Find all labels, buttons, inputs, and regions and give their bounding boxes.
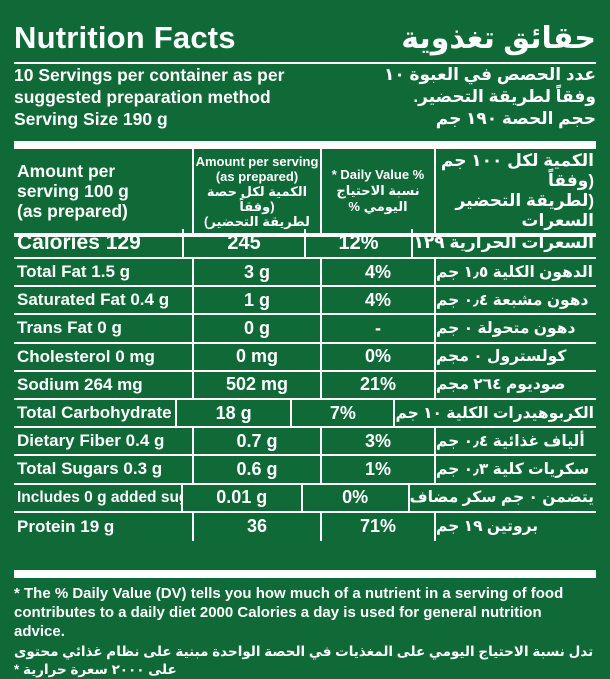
nutrient-en: Total Carbohydrate 10 g: [17, 403, 175, 423]
per-serving-value: 0.6 g: [192, 456, 320, 483]
per-serving-value: 3 g: [192, 259, 320, 286]
nutrient-en: Sodium 264 mg: [17, 374, 143, 394]
footnote: * The % Daily Value (DV) tells you how m…: [14, 570, 596, 679]
footnote-en-line: contributes to a daily diet 2000 Calorie…: [14, 604, 542, 640]
nutrient-en: Total Sugars 0.3 g: [17, 459, 163, 479]
header-text: لطريقة التحضير): [204, 213, 310, 229]
daily-value: 21%: [320, 371, 434, 398]
table-row: Total Carbohydrate 10 g 18 g 7% الكربوهي…: [14, 399, 596, 429]
nutrient-en: Calories 129: [17, 231, 141, 254]
header-text: (as prepared): [215, 168, 299, 184]
nutrient-ar: دهون متحولة ٠ جم: [434, 315, 596, 342]
nutrient-ar: السعرات الحرارية ١٢٩: [411, 229, 596, 257]
header-text: * Daily Value %: [331, 167, 425, 182]
nutrient-ar: ألياف غذائية ٠٫٤ جم: [434, 428, 596, 455]
header-text: الكمية لكل ١٠٠ جم (وفقاً: [440, 151, 594, 190]
table-header: Amount per serving 100 g (as prepared) A…: [14, 141, 596, 237]
table-row: Protein 19 g 36 71% بروتين ١٩ جم: [14, 512, 596, 541]
servings-arabic: عدد الحصص في العبوة ١٠ وفقاً لطريقة التح…: [330, 64, 596, 134]
nutrient-ar: سكريات كلية ٠٫٣ جم: [434, 456, 596, 483]
header-text: (لطريقة التحضير: [455, 191, 595, 210]
header-text: % اليومي: [348, 199, 408, 214]
header-text: serving 100 g: [17, 181, 129, 201]
daily-value: -: [320, 315, 434, 342]
title-row: Nutrition Facts حقائق تغذوية: [14, 16, 596, 60]
daily-value: 4%: [320, 259, 434, 286]
footnote-en-line: * The % Daily Value (DV) tells you how m…: [14, 585, 564, 602]
daily-value: 71%: [320, 512, 434, 541]
nutrient-en: Total Fat 1.5 g: [17, 262, 131, 282]
title-arabic: حقائق تغذوية: [401, 21, 596, 55]
serving-size-en: Serving Size 190 g: [14, 109, 168, 129]
per-serving-value: 1 g: [192, 287, 320, 314]
header-text: Amount per: [17, 161, 116, 181]
nutrient-ar: دهون مشبعة ٠٫٤ جم: [434, 287, 596, 314]
daily-value: 4%: [320, 287, 434, 314]
per-serving-value: 0.7 g: [192, 428, 320, 455]
servings-ar-line: وفقاً لطريقة التحضير.: [413, 87, 596, 106]
table-row: Calories 129 245 12% السعرات الحرارية ١٢…: [14, 229, 596, 259]
table-row: Sodium 264 mg 502 mg 21% صوديوم ٢٦٤ مجم: [14, 371, 596, 400]
per-serving-value: 36: [192, 512, 320, 541]
header-arabic: الكمية لكل ١٠٠ جم (وفقاً (لطريقة التحضير…: [434, 149, 596, 233]
daily-value: 7%: [290, 399, 393, 427]
per-serving-value: 0 g: [192, 315, 320, 342]
nutrient-rows: Calories 129 245 12% السعرات الحرارية ١٢…: [14, 229, 596, 541]
nutrient-en: Cholesterol 0 mg: [17, 346, 155, 366]
header-amount-per-100g: Amount per serving 100 g (as prepared): [14, 149, 192, 233]
table-row: Dietary Fiber 0.4 g 0.7 g 3% ألياف غذائي…: [14, 428, 596, 457]
header-text: نسبة الاحتياج: [336, 183, 420, 198]
per-serving-value: 0 mg: [192, 343, 320, 370]
table-row: Includes 0 g added sugars 0.01 g 0% يتضم…: [14, 484, 596, 513]
serving-size-ar: حجم الحصة ١٩٠ جم: [435, 109, 596, 128]
servings-block: 10 Servings per container as per suggest…: [14, 64, 596, 134]
header-text: السعرات: [521, 211, 594, 230]
daily-value: 0%: [300, 484, 408, 511]
daily-value: 12%: [303, 229, 412, 257]
daily-value: 3%: [320, 428, 434, 455]
daily-value: 0%: [320, 343, 434, 370]
title-divider: [14, 62, 596, 64]
servings-en-line: 10 Servings per container as per: [14, 65, 285, 85]
per-serving-value: 18 g: [174, 399, 291, 427]
nutrient-en: Saturated Fat 0.4 g: [17, 290, 170, 310]
servings-en-line: suggested preparation method: [14, 87, 271, 107]
table-row: Total Fat 1.5 g 3 g 4% الدهون الكلية ١٫٥…: [14, 259, 596, 288]
nutrient-en: Dietary Fiber 0.4 g: [17, 431, 165, 451]
footnote-ar: تدل نسبة الاحتياج اليومي على المغذيات في…: [14, 644, 594, 677]
servings-english: 10 Servings per container as per suggest…: [14, 64, 330, 134]
servings-ar-line: عدد الحصص في العبوة ١٠: [384, 65, 596, 84]
title-english: Nutrition Facts: [14, 20, 236, 55]
header-text: Amount per serving: [195, 153, 319, 169]
header-amount-per-serving: Amount per serving (as prepared) الكمية …: [192, 149, 320, 233]
nutrient-ar: يتضمن ٠ جم سكر مضاف: [407, 484, 596, 511]
table-row: Cholesterol 0 mg 0 mg 0% كولسترول ٠ مجم: [14, 343, 596, 372]
nutrient-ar: بروتين ١٩ جم: [434, 512, 596, 541]
nutrient-en: Protein 19 g: [17, 516, 115, 536]
header-daily-value: * Daily Value % نسبة الاحتياج % اليومي: [320, 149, 434, 233]
nutrient-ar: الدهون الكلية ١٫٥ جم: [434, 259, 596, 286]
header-text: (as prepared): [17, 201, 128, 221]
nutrient-en: Includes 0 g added sugars: [17, 488, 181, 506]
table-row: Trans Fat 0 g 0 g - دهون متحولة ٠ جم: [14, 315, 596, 344]
nutrient-en: Trans Fat 0 g: [17, 318, 122, 338]
daily-value: 1%: [320, 456, 434, 483]
per-serving-value: 502 mg: [192, 371, 320, 398]
header-text: الكمية لكل حصة (وفقاً: [206, 183, 308, 214]
nutrient-ar: صوديوم ٢٦٤ مجم: [434, 371, 596, 398]
per-serving-value: 0.01 g: [180, 484, 301, 511]
nutrient-ar: الكربوهيدرات الكلية ١٠ جم: [393, 399, 596, 427]
nutrient-ar: كولسترول ٠ مجم: [434, 343, 596, 370]
table-row: Saturated Fat 0.4 g 1 g 4% دهون مشبعة ٠٫…: [14, 287, 596, 316]
table-row: Total Sugars 0.3 g 0.6 g 1% سكريات كلية …: [14, 456, 596, 485]
per-serving-value: 245: [182, 229, 303, 257]
